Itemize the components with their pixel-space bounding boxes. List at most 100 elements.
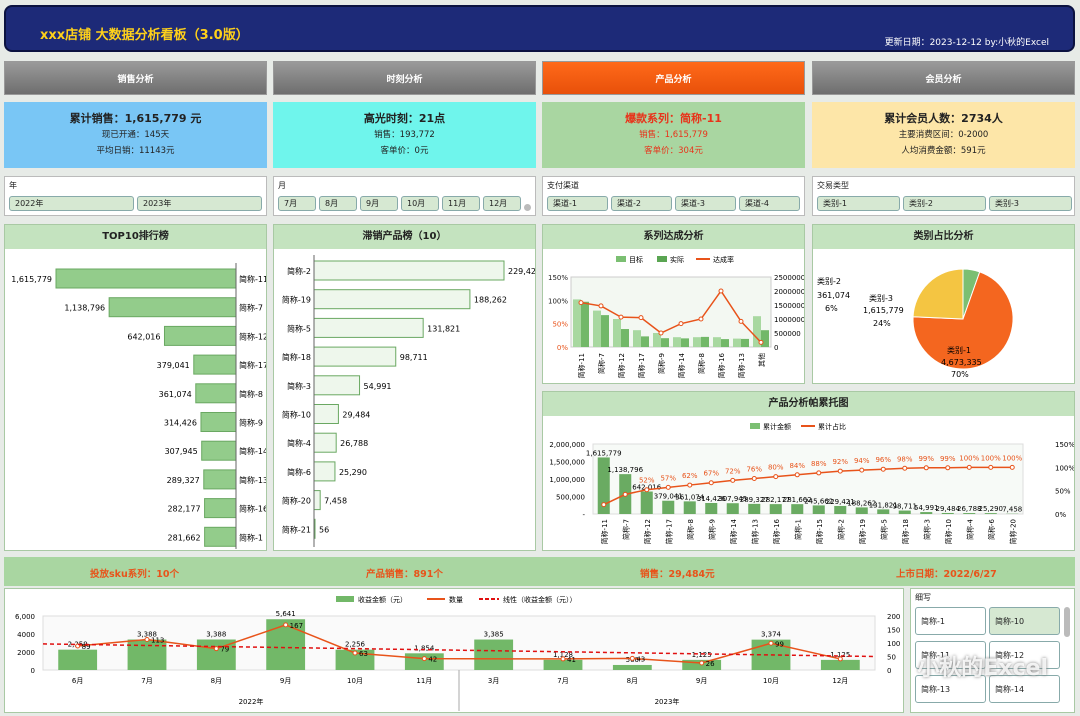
pareto-bar bbox=[920, 512, 933, 514]
pareto-cum-label: 96% bbox=[875, 456, 891, 464]
slicer-channel-item[interactable]: 渠道-4 bbox=[739, 196, 800, 211]
slicer-channel-item[interactable]: 渠道-3 bbox=[675, 196, 736, 211]
slicer-product-item[interactable]: 简称-10 bbox=[989, 607, 1060, 635]
monthly-trend-line bbox=[42, 643, 876, 658]
pareto-bar bbox=[898, 510, 911, 514]
year-label: 2023年 bbox=[655, 697, 680, 706]
monthly-qty-point bbox=[629, 655, 635, 661]
pareto-value-label: 131,821 bbox=[869, 501, 898, 509]
slicer-channel-item[interactable]: 渠道-1 bbox=[547, 196, 608, 211]
pareto-cum-point bbox=[1009, 464, 1015, 470]
slicer-type-item[interactable]: 类别-1 bbox=[817, 196, 900, 211]
scroll-handle[interactable] bbox=[524, 204, 531, 211]
legend-amount: 累计金额 bbox=[763, 422, 791, 431]
pareto-y-right-tick: 100% bbox=[1055, 464, 1074, 472]
pareto-bar bbox=[984, 513, 997, 514]
tab-product[interactable]: 产品分析 bbox=[542, 61, 805, 95]
pareto-value-label: 314,426 bbox=[697, 495, 726, 503]
slicer-month-item[interactable]: 12月 bbox=[483, 196, 521, 211]
top10-value-label: 314,426 bbox=[164, 419, 197, 428]
series-x-label: 简称-8 bbox=[697, 353, 706, 374]
pareto-value-label: 307,945 bbox=[718, 495, 747, 503]
slow-category-label: 简称-5 bbox=[287, 323, 311, 333]
series-rate-point bbox=[698, 316, 704, 322]
series-rate-point bbox=[678, 321, 684, 327]
pareto-cum-point bbox=[644, 487, 650, 493]
slicer-scrollbar[interactable] bbox=[1064, 607, 1070, 637]
slicer-month-item[interactable]: 7月 bbox=[278, 196, 316, 211]
legend-qty: 数量 bbox=[449, 595, 463, 604]
top10-value-label: 289,327 bbox=[167, 476, 200, 485]
pie-slice bbox=[912, 268, 964, 320]
monthly-x-label: 9月 bbox=[696, 677, 707, 685]
top10-bar bbox=[55, 268, 237, 289]
slicer-channel-item[interactable]: 渠道-2 bbox=[611, 196, 672, 211]
kpi-time-line2: 客单价：0元 bbox=[380, 146, 429, 156]
slow-bar bbox=[313, 346, 397, 367]
top10-bar bbox=[163, 325, 237, 346]
slicer-product-item[interactable]: 简称-12 bbox=[989, 641, 1060, 669]
top10-bar bbox=[201, 440, 237, 461]
slicer-month-item[interactable]: 10月 bbox=[401, 196, 439, 211]
slicer-year: 年 2022年 2023年 bbox=[4, 176, 267, 216]
pareto-cum-point bbox=[966, 464, 972, 470]
slicer-month: 月 7月 8月 9月 10月 11月 12月 bbox=[273, 176, 536, 216]
monthly-value-label: 1,125 bbox=[830, 651, 850, 659]
slicer-product-item[interactable]: 简称-11 bbox=[915, 641, 986, 669]
series-y-right-tick: 0 bbox=[774, 344, 778, 352]
slow-value-label: 54,991 bbox=[364, 382, 392, 391]
series-target-bar bbox=[593, 310, 601, 347]
tab-time[interactable]: 时刻分析 bbox=[273, 61, 536, 95]
pareto-bar bbox=[597, 457, 610, 514]
top10-category-label: 简称-13 bbox=[239, 475, 266, 485]
pareto-cum-label: 67% bbox=[703, 470, 719, 478]
slicer-type-item[interactable]: 类别-2 bbox=[903, 196, 986, 211]
monthly-x-label: 8月 bbox=[627, 677, 638, 685]
slicer-year-item[interactable]: 2022年 bbox=[9, 196, 134, 211]
slicer-month-item[interactable]: 11月 bbox=[442, 196, 480, 211]
series-rate-line bbox=[580, 289, 762, 343]
slicer-month-item[interactable]: 8月 bbox=[319, 196, 357, 211]
tab-member[interactable]: 会员分析 bbox=[812, 61, 1075, 95]
top10-bar bbox=[200, 412, 237, 432]
pareto-y-left-tick: 2,000,000 bbox=[549, 441, 585, 449]
monthly-qty-point bbox=[144, 636, 150, 642]
slow-value-label: 98,711 bbox=[400, 353, 428, 362]
legend-revenue-swatch bbox=[336, 596, 354, 602]
pareto-value-label: 54,991 bbox=[914, 504, 939, 512]
series-y-right-tick: 500000 bbox=[774, 330, 801, 338]
top10-value-label: 361,074 bbox=[159, 390, 192, 399]
pareto-cum-line bbox=[603, 466, 1013, 506]
pareto-cum-label: 92% bbox=[832, 458, 848, 466]
slow-category-label: 简称-21 bbox=[282, 524, 311, 534]
slicer-product: 细写 简称-1 简称-10 简称-11 简称-12 简称-13 简称-14 bbox=[910, 588, 1075, 713]
slow-chart: 229,421 简称-2 188,262 简称-19 131,821 简称-5 98,711… bbox=[282, 255, 535, 547]
pareto-cum-point bbox=[622, 491, 628, 497]
series-y-right-tick: 2500000 bbox=[774, 274, 804, 282]
slicer-month-item[interactable]: 9月 bbox=[360, 196, 398, 211]
monthly-bar bbox=[474, 639, 514, 670]
series-x-label: 简称-13 bbox=[737, 353, 746, 378]
pareto-bar bbox=[662, 500, 675, 514]
series-target-bar bbox=[673, 337, 681, 347]
slicer-type-item[interactable]: 类别-3 bbox=[989, 196, 1072, 211]
monthly-bar bbox=[820, 659, 860, 670]
kpi-sales: 累计销售：1,615,779 元 现已开通：145天 平均日销：11143元 bbox=[4, 102, 267, 168]
panel-pareto: 产品分析帕累托图 累计金额 累计占比 1,615,779 简称-11 1,138,796… bbox=[542, 391, 1075, 551]
pareto-cum-label: 52% bbox=[639, 477, 655, 485]
top10-category-label: 简称-8 bbox=[239, 389, 263, 399]
legend-rate: 达成率 bbox=[713, 255, 734, 264]
tab-sales[interactable]: 销售分析 bbox=[4, 61, 267, 95]
slow-value-label: 56 bbox=[319, 525, 329, 534]
slicer-year-item[interactable]: 2023年 bbox=[137, 196, 262, 211]
series-actual-bar bbox=[601, 315, 609, 347]
pie-value: 1,615,779 bbox=[863, 306, 904, 315]
slicer-product-item[interactable]: 简称-1 bbox=[915, 607, 986, 635]
monthly-qty-point bbox=[837, 656, 843, 662]
slicer-product-item[interactable]: 简称-14 bbox=[989, 675, 1060, 703]
monthly-bar bbox=[266, 619, 306, 670]
pareto-x-label: 简称-8 bbox=[686, 519, 695, 540]
slicer-product-item[interactable]: 简称-13 bbox=[915, 675, 986, 703]
top10-bar bbox=[108, 297, 237, 318]
